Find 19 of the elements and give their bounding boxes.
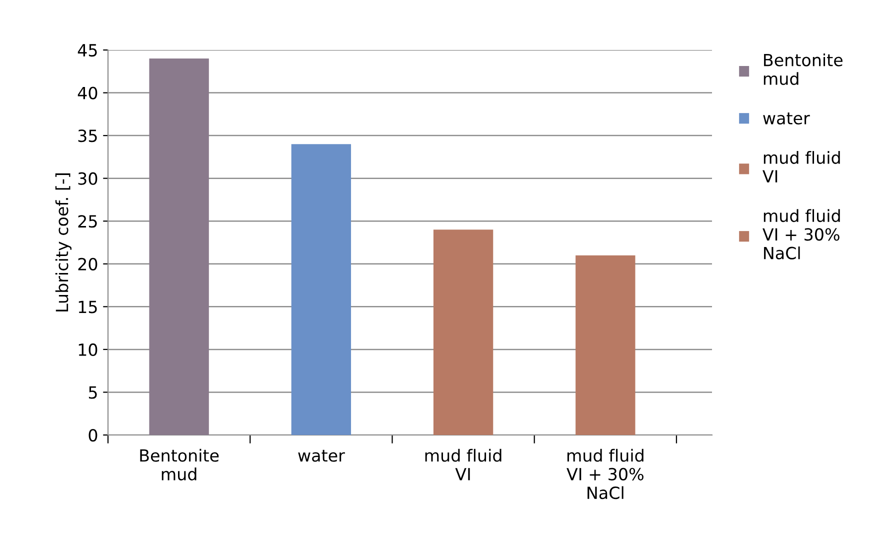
- x-tick-label: mud fluid VI + 30% NaCl: [566, 448, 644, 500]
- y-tick-label: 35: [78, 130, 97, 142]
- legend-label: water: [763, 112, 810, 124]
- x-tick-label: water: [298, 450, 345, 462]
- x-tick-label: mud fluid VI: [425, 448, 502, 480]
- y-tick-label: 25: [78, 215, 97, 228]
- y-tick-label: 0: [88, 428, 98, 442]
- y-tick-label: 20: [78, 258, 98, 270]
- y-tick-label: 10: [78, 343, 98, 356]
- x-tick-label: Bentonite mud: [140, 448, 219, 480]
- y-axis-title: Lubricity coef. [-]: [55, 173, 72, 312]
- y-tick-label: 40: [78, 86, 98, 100]
- legend-label: mud fluid VI: [762, 151, 840, 182]
- y-tick-label: 15: [78, 300, 97, 314]
- legend-label: Bentonite mud: [764, 53, 842, 86]
- legend-label: mud fluid VI + 30% NaCl: [762, 209, 840, 260]
- y-tick-label: 45: [78, 44, 97, 57]
- y-tick-label: 5: [88, 386, 97, 399]
- y-tick-label: 30: [78, 172, 98, 185]
